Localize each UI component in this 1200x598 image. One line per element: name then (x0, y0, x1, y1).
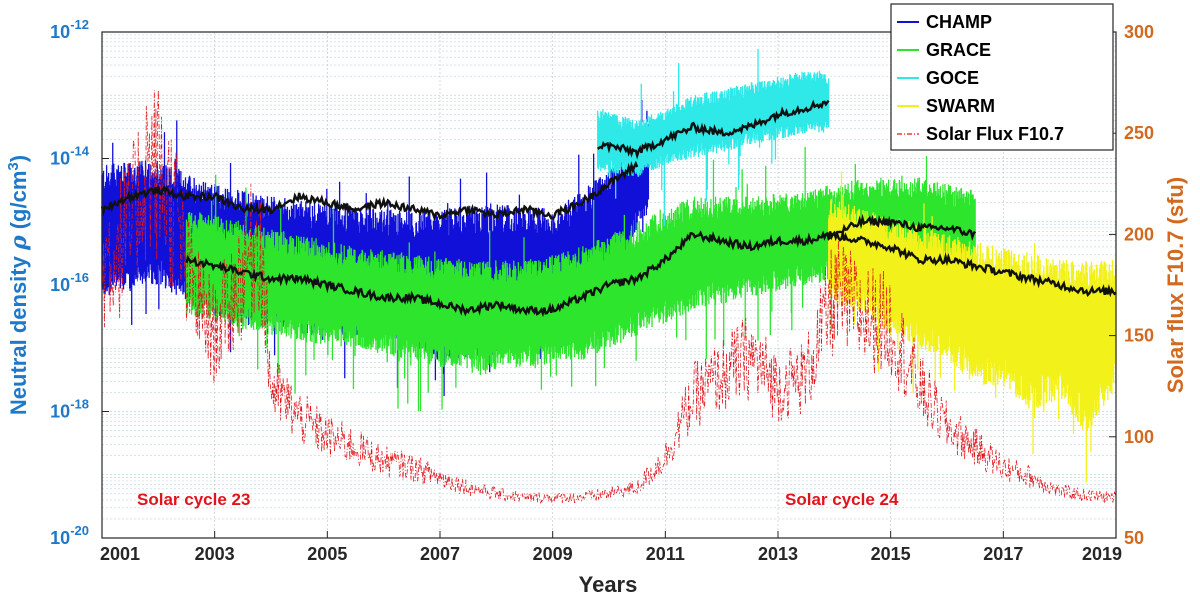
axis-x: 2001 2003 2005 2007 2009 2011 2013 2015 2017 2019 (100, 531, 1122, 564)
x-tick-label: 2011 (646, 544, 685, 564)
x-tick-label: 2007 (420, 544, 460, 564)
legend-box (890, 3, 1114, 151)
y-right-tick-label: 300 (1124, 22, 1154, 42)
y-right-tick-label: 200 (1124, 224, 1154, 244)
annotation-solar-cycle-24: Solar cycle 24 (785, 490, 899, 509)
y-right-tick-label: 100 (1124, 427, 1154, 447)
x-tick-label: 2017 (983, 544, 1023, 564)
x-tick-label: 2009 (533, 544, 573, 564)
series-line-solar-flux (101, 90, 1117, 505)
x-tick-label: 2001 (100, 544, 140, 564)
axis-right: 300 250 200 150 100 50 (1109, 22, 1154, 548)
x-tick-label: 2015 (871, 544, 911, 564)
legend-label: Solar Flux F10.7 (926, 124, 1064, 144)
legend-label: GRACE (926, 40, 991, 60)
mean-line-swarm (827, 230, 1117, 298)
annotation-solar-cycle-23: Solar cycle 23 (137, 490, 250, 509)
x-tick-label: 2019 (1082, 544, 1122, 564)
series-layer (100, 48, 1117, 505)
y-axis-right-title: Solar flux F10.7 (sfu) (1163, 177, 1188, 393)
y-right-tick-label: 50 (1124, 528, 1144, 548)
series-band-goce (597, 48, 830, 226)
y-axis-left-title: Neutral density ρ (g/cm3) (5, 155, 33, 415)
mean-line-goce (597, 99, 830, 160)
legend-label: CHAMP (926, 12, 992, 32)
x-tick-label: 2005 (307, 544, 347, 564)
axis-left: 10-12 10-14 10-16 10-18 10-20 (50, 17, 109, 548)
y-left-tick-label: 10-12 (50, 17, 89, 42)
y-left-tick-label: 10-16 (50, 270, 89, 295)
legend-label: GOCE (926, 68, 979, 88)
legend-label: SWARM (926, 96, 995, 116)
x-axis-title: Years (579, 572, 638, 597)
x-tick-label: 2003 (195, 544, 235, 564)
y-left-tick-label: 10-18 (50, 397, 89, 422)
series-band-swarm (828, 171, 1117, 483)
y-right-tick-label: 250 (1124, 123, 1154, 143)
x-tick-label: 2013 (758, 544, 798, 564)
y-left-tick-label: 10-20 (50, 523, 89, 548)
mean-line-champ (100, 160, 639, 221)
y-right-tick-label: 150 (1124, 326, 1154, 346)
mean-line-grace (185, 213, 977, 318)
legend: CHAMP GRACE GOCE SWARM Solar Flux F10.7 (890, 3, 1114, 151)
y-left-tick-label: 10-14 (50, 144, 90, 169)
